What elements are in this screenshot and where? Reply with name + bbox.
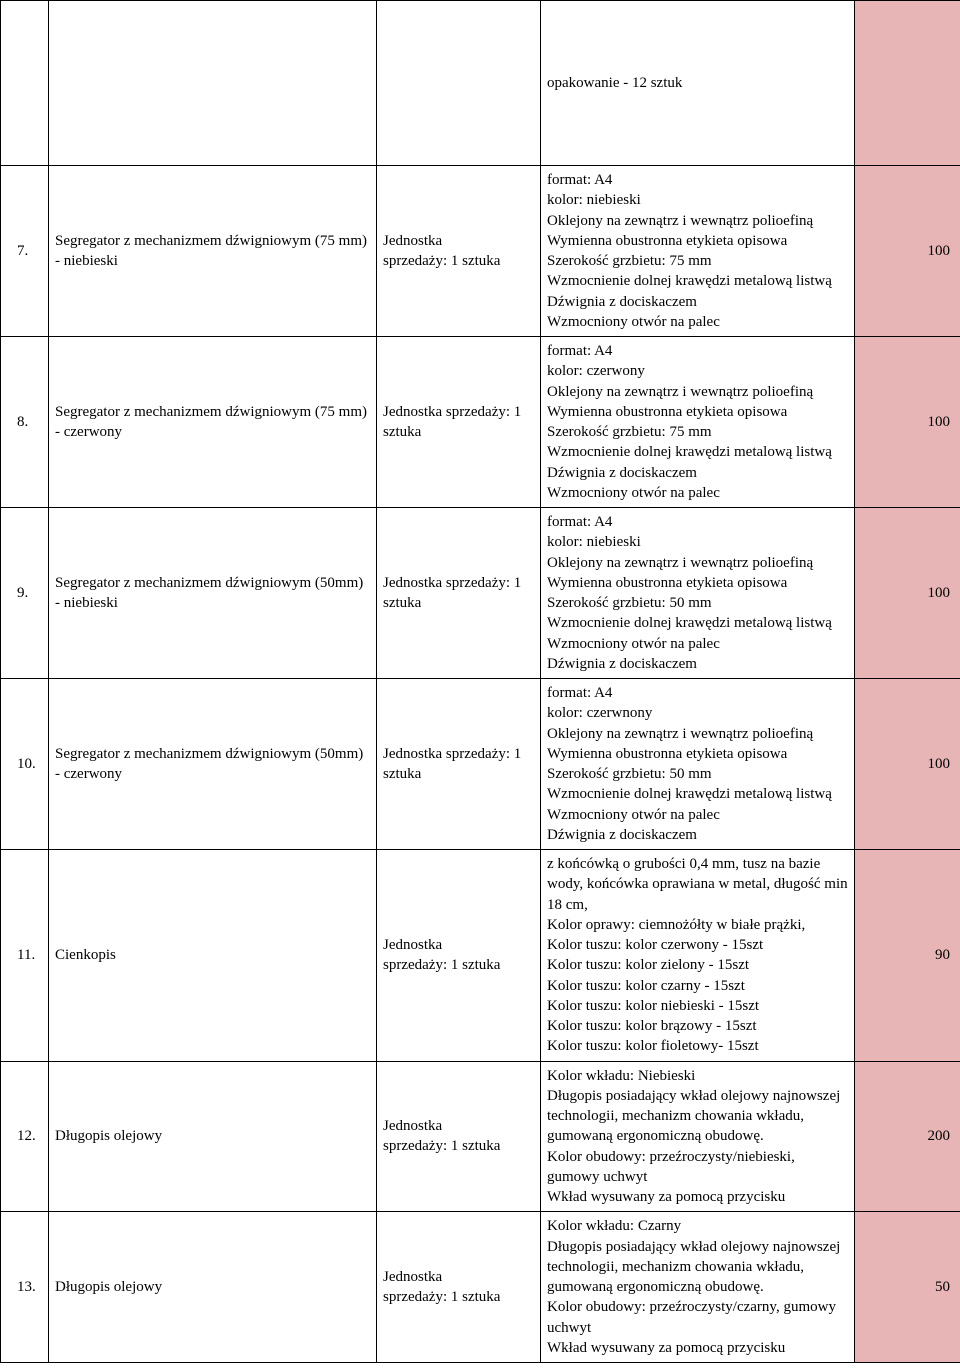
cell-name: Długopis olejowy	[49, 1061, 377, 1212]
cell-unit: Jednostka sprzedaży: 1 sztuka	[377, 337, 541, 508]
cell-name: Segregator z mechanizmem dźwigniowym (50…	[49, 679, 377, 850]
cell-unit: Jednostka sprzedaży: 1 sztuka	[377, 166, 541, 337]
cell-num: 11.	[1, 850, 49, 1062]
table-row: 7. Segregator z mechanizmem dźwigniowym …	[1, 166, 960, 337]
cell-desc: Kolor wkładu: Niebieski Długopis posiada…	[541, 1061, 855, 1212]
cell-unit: Jednostka sprzedaży: 1 sztuka	[377, 679, 541, 850]
cell-name: Segregator z mechanizmem dźwigniowym (50…	[49, 508, 377, 679]
cell-desc: Kolor wkładu: Czarny Długopis posiadając…	[541, 1212, 855, 1363]
cell-num	[1, 1, 49, 166]
cell-num: 13.	[1, 1212, 49, 1363]
cell-qty: 200	[855, 1061, 960, 1212]
cell-desc: format: A4 kolor: czerwnony Oklejony na …	[541, 679, 855, 850]
cell-qty: 90	[855, 850, 960, 1062]
cell-qty: 100	[855, 337, 960, 508]
cell-num: 12.	[1, 1061, 49, 1212]
cell-num: 8.	[1, 337, 49, 508]
cell-unit: Jednostka sprzedaży: 1 sztuka	[377, 508, 541, 679]
cell-qty: 100	[855, 679, 960, 850]
table-row: 12. Długopis olejowy Jednostka sprzedaży…	[1, 1061, 960, 1212]
cell-qty: 100	[855, 508, 960, 679]
cell-desc: format: A4 kolor: niebieski Oklejony na …	[541, 166, 855, 337]
cell-unit: Jednostka sprzedaży: 1 sztuka	[377, 1212, 541, 1363]
table-body: opakowanie - 12 sztuk 7. Segregator z me…	[1, 1, 960, 1363]
cell-desc: opakowanie - 12 sztuk	[541, 1, 855, 166]
cell-num: 10.	[1, 679, 49, 850]
cell-name: Cienkopis	[49, 850, 377, 1062]
cell-name: Segregator z mechanizmem dźwigniowym (75…	[49, 166, 377, 337]
cell-qty: 100	[855, 166, 960, 337]
cell-unit: Jednostka sprzedaży: 1 sztuka	[377, 1061, 541, 1212]
cell-desc: format: A4 kolor: niebieski Oklejony na …	[541, 508, 855, 679]
cell-name: Segregator z mechanizmem dźwigniowym (75…	[49, 337, 377, 508]
table-row: 11. Cienkopis Jednostka sprzedaży: 1 szt…	[1, 850, 960, 1062]
table-row: 8. Segregator z mechanizmem dźwigniowym …	[1, 337, 960, 508]
cell-qty	[855, 1, 960, 166]
cell-unit: Jednostka sprzedaży: 1 sztuka	[377, 850, 541, 1062]
table-row: opakowanie - 12 sztuk	[1, 1, 960, 166]
cell-name	[49, 1, 377, 166]
product-table: opakowanie - 12 sztuk 7. Segregator z me…	[0, 0, 960, 1363]
cell-qty: 50	[855, 1212, 960, 1363]
cell-name: Długopis olejowy	[49, 1212, 377, 1363]
table-row: 10. Segregator z mechanizmem dźwigniowym…	[1, 679, 960, 850]
cell-num: 9.	[1, 508, 49, 679]
cell-unit	[377, 1, 541, 166]
cell-desc: z końcówką o grubości 0,4 mm, tusz na ba…	[541, 850, 855, 1062]
table-row: 13. Długopis olejowy Jednostka sprzedaży…	[1, 1212, 960, 1363]
cell-desc: format: A4 kolor: czerwony Oklejony na z…	[541, 337, 855, 508]
table-row: 9. Segregator z mechanizmem dźwigniowym …	[1, 508, 960, 679]
cell-num: 7.	[1, 166, 49, 337]
